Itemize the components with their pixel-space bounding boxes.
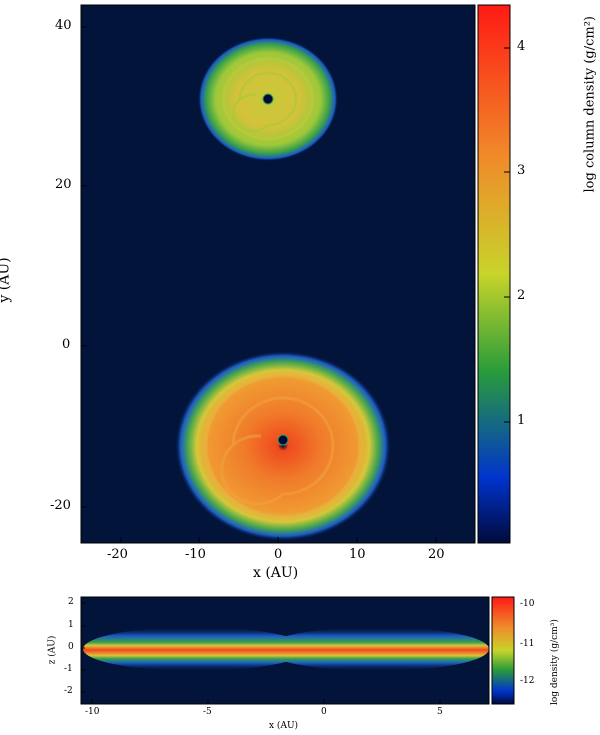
bottom-y-tick-0: 0 <box>68 642 74 652</box>
top-x-tick-20: 20 <box>428 547 445 562</box>
bottom-y-tick-minus2: -2 <box>64 686 73 696</box>
top-colorbar <box>477 4 511 544</box>
bottom-x-tick-minus10: -10 <box>85 707 100 717</box>
bottom-y-tick-minus1: -1 <box>64 664 73 674</box>
top-colorbar-tick-3: 3 <box>517 163 526 178</box>
top-x-tick-minus10: -10 <box>185 547 206 562</box>
bottom-y-tick-2: 2 <box>68 597 74 607</box>
top-x-axis-ticks <box>120 537 437 543</box>
bottom-colorbar-tick-minus10: -10 <box>520 599 535 609</box>
top-y-axis-ticks <box>81 26 87 508</box>
top-x-tick-minus20: -20 <box>107 547 128 562</box>
bottom-colorbar-tick-minus12: -12 <box>520 676 535 686</box>
top-y-tick-minus20: -20 <box>50 498 71 513</box>
top-colorbar-tick-2: 2 <box>517 288 526 303</box>
top-y-tick-40: 40 <box>55 18 72 33</box>
bottom-x-axis-label: x (AU) <box>269 721 299 731</box>
bottom-y-axis-ticks <box>81 602 85 693</box>
top-y-axis-label: y (AU) <box>0 257 13 302</box>
bottom-x-tick-0: 0 <box>321 707 327 717</box>
top-x-tick-10: 10 <box>349 547 366 562</box>
bottom-x-tick-minus5: -5 <box>203 707 212 717</box>
top-x-axis-label: x (AU) <box>253 565 299 581</box>
bottom-colorbar-tick-minus11: -11 <box>520 639 535 649</box>
bottom-colorbar <box>491 596 515 705</box>
top-colorbar-tick-1: 1 <box>517 413 526 428</box>
edge-on-disk-left <box>83 627 307 671</box>
bottom-y-tick-1: 1 <box>68 620 74 630</box>
bottom-x-axis-ticks <box>91 699 441 704</box>
top-x-tick-0: 0 <box>274 547 283 562</box>
top-y-tick-20: 20 <box>55 177 72 192</box>
edge-on-disk-right <box>265 627 489 671</box>
top-colorbar-tick-4: 4 <box>517 39 526 54</box>
top-colorbar-ticks <box>504 47 510 423</box>
lower-disk <box>175 351 391 541</box>
upper-disk <box>198 37 338 161</box>
bottom-x-tick-5: 5 <box>437 707 443 717</box>
top-y-tick-0: 0 <box>62 337 71 352</box>
bottom-colorbar-label: log density (g/cm³) <box>550 619 560 705</box>
bottom-y-axis-label: z (AU) <box>47 635 58 665</box>
top-colorbar-label: log column density (g/cm²) <box>582 16 598 193</box>
